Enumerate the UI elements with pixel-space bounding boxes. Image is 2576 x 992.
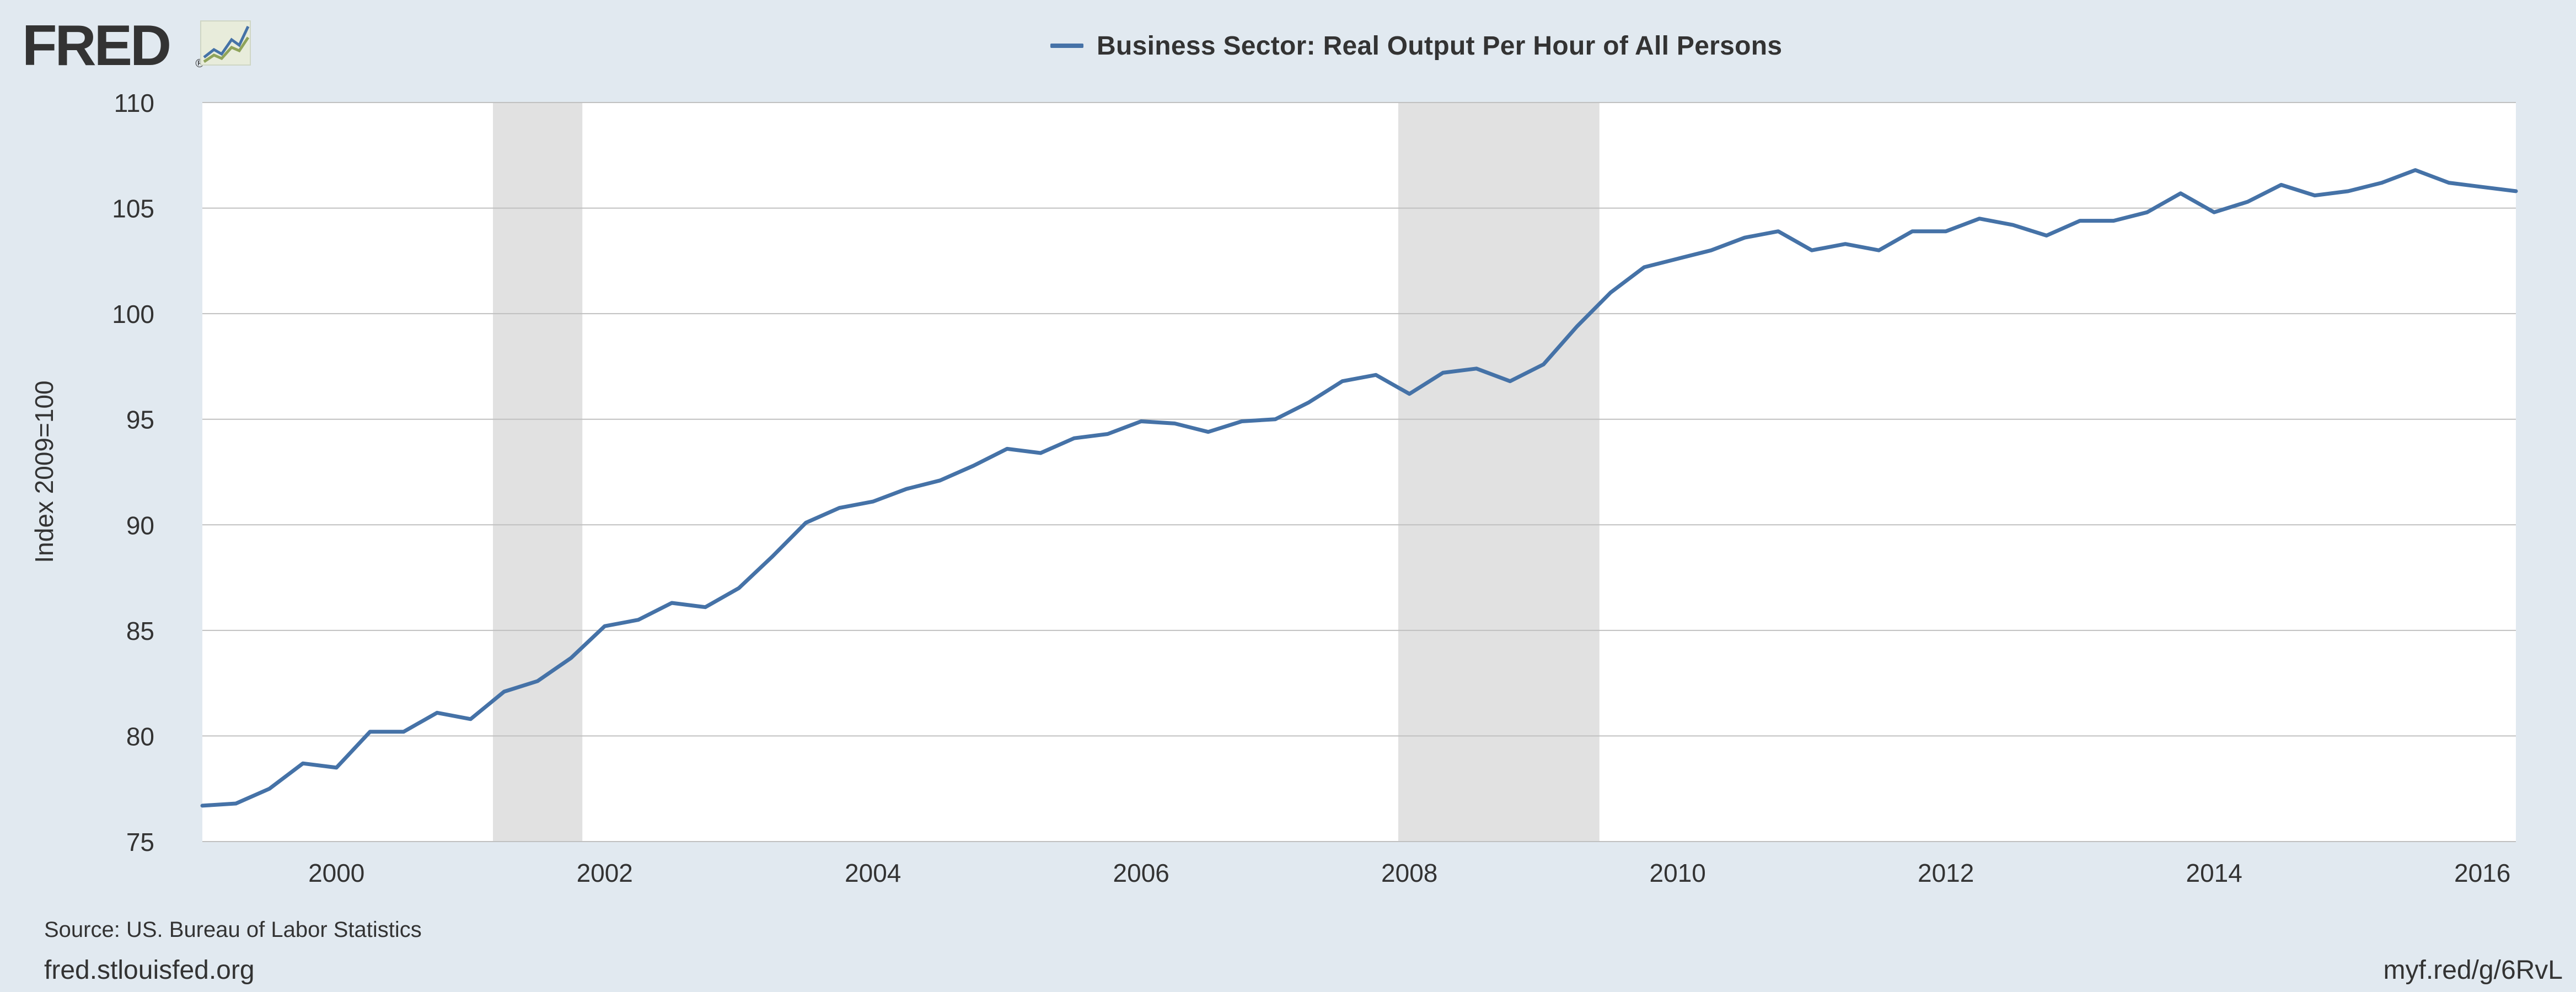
site-url[interactable]: fred.stlouisfed.org bbox=[44, 956, 255, 985]
recession-bands bbox=[493, 103, 1600, 842]
legend-series-label: Business Sector: Real Output Per Hour of… bbox=[1097, 31, 1783, 61]
y-tick-label: 105 bbox=[112, 195, 154, 223]
x-tick-label: 2004 bbox=[845, 859, 901, 887]
x-tick-label: 2002 bbox=[577, 859, 633, 887]
series-layer bbox=[200, 168, 2518, 808]
recession-band bbox=[1398, 103, 1600, 842]
legend-series-swatch bbox=[1050, 44, 1083, 48]
x-tick-labels: 2000 2002 2004 2006 2008 2010 2012 2014 2016 bbox=[308, 859, 2510, 887]
source-note: Source: US. Bureau of Labor Statistics bbox=[44, 918, 422, 942]
y-tick-label: 90 bbox=[126, 511, 154, 540]
x-tick-label: 2000 bbox=[308, 859, 364, 887]
x-tick-label: 2012 bbox=[1918, 859, 1974, 887]
x-tick-label: 2006 bbox=[1113, 859, 1169, 887]
fred-logo[interactable]: FRED ® bbox=[22, 19, 259, 74]
chart-legend: Business Sector: Real Output Per Hour of… bbox=[0, 26, 2576, 65]
recession-band bbox=[493, 103, 583, 842]
legend-item[interactable]: Business Sector: Real Output Per Hour of… bbox=[1050, 26, 1782, 65]
y-tick-labels: 75 80 85 90 95 100 105 110 bbox=[112, 89, 154, 856]
y-tick-label: 85 bbox=[126, 617, 154, 645]
series-line bbox=[200, 168, 2518, 808]
x-tick-label: 2010 bbox=[1650, 859, 1706, 887]
plot-area bbox=[202, 103, 2516, 842]
x-tick-label: 2016 bbox=[2454, 859, 2510, 887]
short-url[interactable]: myf.red/g/6RvL bbox=[2383, 956, 2563, 985]
y-tick-label: 75 bbox=[126, 828, 154, 856]
y-axis-title: Index 2009=100 bbox=[30, 380, 58, 563]
y-tick-label: 100 bbox=[112, 300, 154, 328]
y-tick-label: 110 bbox=[114, 89, 154, 117]
y-tick-label: 80 bbox=[126, 722, 154, 751]
y-tick-label: 95 bbox=[126, 406, 154, 434]
x-tick-label: 2014 bbox=[2186, 859, 2242, 887]
trend-graph-icon bbox=[200, 20, 251, 66]
fred-logo-text: FRED bbox=[22, 19, 169, 74]
gridlines bbox=[202, 102, 2516, 842]
x-tick-label: 2008 bbox=[1381, 859, 1437, 887]
